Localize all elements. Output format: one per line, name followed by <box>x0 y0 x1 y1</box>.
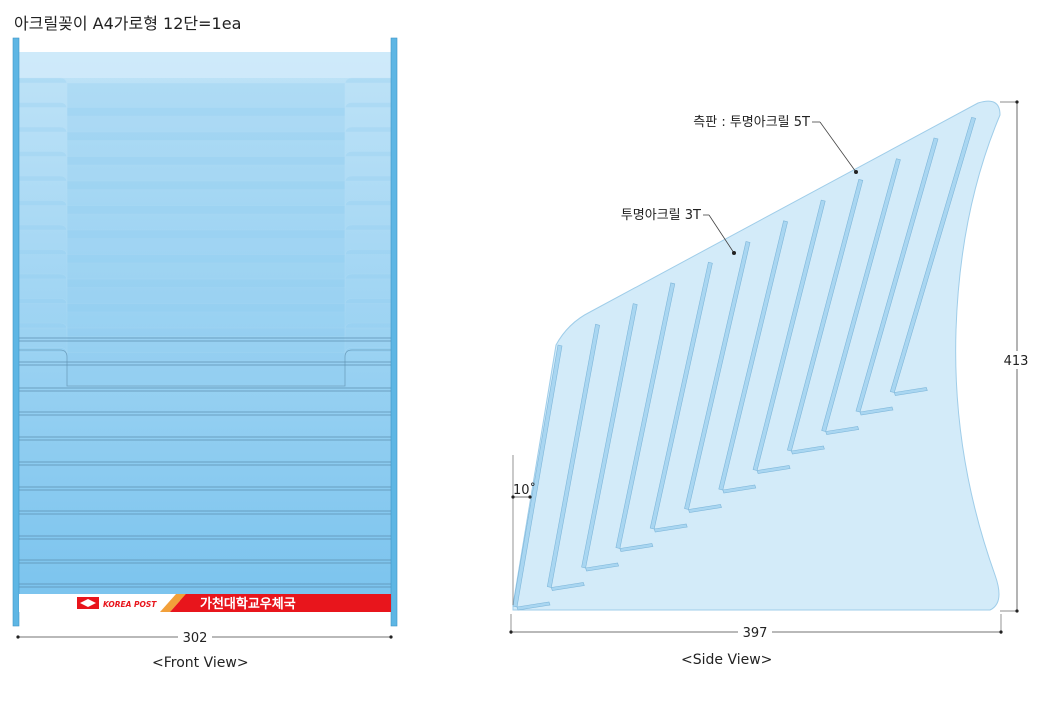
side-shelf-wall <box>889 116 976 393</box>
side-shelf-wall <box>787 179 864 452</box>
front-back-panel <box>18 52 392 594</box>
side-shelf-lip <box>791 445 825 455</box>
front-shelf-lines <box>19 337 391 588</box>
side-shelf-wall <box>615 282 676 549</box>
side-shelf-lip <box>550 582 585 591</box>
front-shelf <box>18 298 392 337</box>
front-shelf <box>18 224 392 264</box>
front-shelf <box>18 200 392 239</box>
side-shelf-wall <box>546 323 600 588</box>
side-shelf-lip <box>619 543 654 552</box>
side-view: 측판 : 투명아크릴 5T 투명아크릴 3T 10˚ 413 <box>509 100 1033 641</box>
front-shelf <box>18 249 392 288</box>
side-height-dimension: 413 <box>1000 100 1033 613</box>
side-width-dimension: 397 <box>509 614 1003 641</box>
front-shelf <box>18 322 392 362</box>
front-shelf <box>18 102 392 141</box>
side-shelf-wall <box>649 261 713 530</box>
side-shelf-wall <box>581 303 638 569</box>
front-banner: KOREA POST 가천대학교우체국 <box>19 594 391 612</box>
side-shelf-wall <box>752 199 826 471</box>
side-shelf-group <box>512 116 976 611</box>
callout-shelf: 투명아크릴 3T <box>621 208 736 255</box>
callout-side-panel: 측판 : 투명아크릴 5T <box>693 115 858 174</box>
front-width-label: 302 <box>183 631 208 646</box>
side-width-label: 397 <box>743 626 768 641</box>
angle-label: 10˚ <box>513 482 536 498</box>
side-shelf-lip <box>585 562 619 572</box>
front-view-caption: <Front View> <box>152 655 249 671</box>
front-shelf <box>18 126 392 166</box>
drawing-title: 아크릴꽂이 A4가로형 12단=1ea <box>14 14 242 33</box>
front-width-dimension: 302 <box>16 629 393 646</box>
side-height-label: 413 <box>1004 354 1029 369</box>
side-view-caption: <Side View> <box>681 652 773 668</box>
side-shelf-lip <box>859 406 894 416</box>
side-shelf-lip <box>756 465 791 474</box>
side-shelf-wall <box>718 220 788 491</box>
front-shelf-cutout <box>19 349 391 387</box>
banner-red-bar <box>180 594 391 612</box>
side-shelf-wall <box>512 344 563 608</box>
front-shelf <box>18 273 392 313</box>
side-shelf-wall <box>684 241 751 510</box>
front-shelf <box>18 151 392 190</box>
front-shelf-group <box>18 77 392 387</box>
banner-brand: KOREA POST <box>103 600 157 609</box>
callout-side-panel-label: 측판 : 투명아크릴 5T <box>693 115 810 130</box>
side-shelf-lip <box>516 601 551 611</box>
side-shelf-lip <box>688 504 722 513</box>
front-view: KOREA POST 가천대학교우체국 302 <box>12 37 398 646</box>
side-shelf-lip <box>722 484 757 494</box>
front-right-post <box>390 37 398 627</box>
callout-shelf-label: 투명아크릴 3T <box>621 208 701 223</box>
front-shelf <box>18 77 392 117</box>
angle-dimension: 10˚ <box>511 455 536 605</box>
side-shelf-lip <box>893 387 928 396</box>
front-left-post <box>12 37 20 627</box>
korea-post-logo-icon <box>77 597 99 609</box>
front-shelf <box>18 347 392 386</box>
banner-office-name: 가천대학교우체국 <box>200 596 296 612</box>
front-shelf <box>18 175 392 215</box>
front-top-band <box>18 52 392 78</box>
side-shelf-wall <box>821 158 901 432</box>
banner-swoosh <box>160 594 186 612</box>
side-shelf-wall <box>855 137 939 413</box>
side-shelf-lip <box>825 426 860 435</box>
side-shelf-lip <box>653 523 688 533</box>
